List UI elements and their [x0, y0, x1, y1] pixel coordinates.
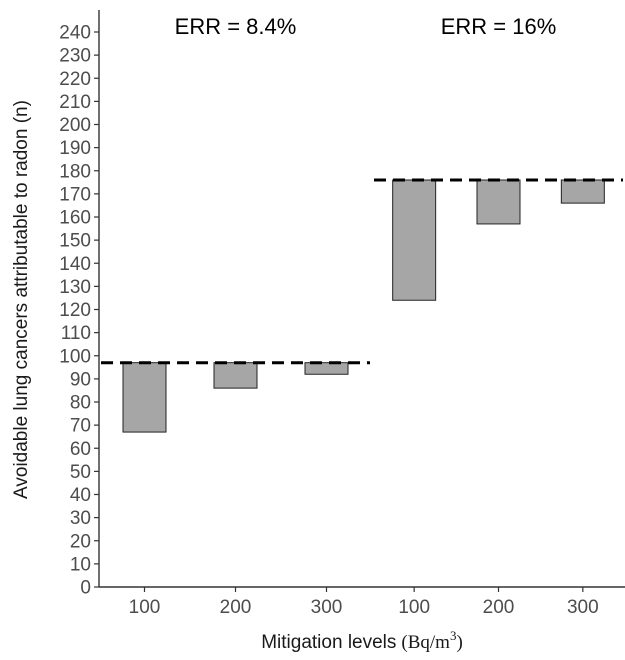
y-tick-label: 170 [59, 184, 91, 205]
bar-200 [476, 179, 521, 225]
facet-title: ERR = 8.4% [175, 14, 297, 39]
facets: ERR = 8.4% 100 200 300 ERR = 16% 100 200 300 [99, 14, 625, 618]
y-axis-label: Avoidable lung cancers attributable to r… [11, 100, 32, 499]
x-tick-label: 200 [483, 597, 515, 618]
x-tick-label: 100 [129, 597, 161, 618]
y-tick-label: 90 [70, 369, 91, 390]
y-tick-label: 140 [59, 254, 91, 275]
y-tick-label: 210 [59, 92, 91, 113]
x-tick-label: 200 [220, 597, 252, 618]
y-tick-label: 70 [70, 416, 91, 437]
y-tick-label: 60 [70, 439, 91, 460]
y-tick-label: 150 [59, 231, 91, 252]
x-tick-label: 100 [398, 597, 430, 618]
y-tick-label: 190 [59, 138, 91, 159]
facet-2: ERR = 16% 100 200 300 [372, 14, 625, 618]
y-tick-label: 240 [59, 23, 91, 44]
unit-close-paren: ) [456, 632, 462, 653]
x-tick-label: 300 [567, 597, 599, 618]
y-tick-label: 180 [59, 161, 91, 182]
y-tick-label: 80 [70, 393, 91, 414]
y-tick-label: 10 [70, 554, 91, 575]
y-tick-label: 50 [70, 462, 91, 483]
bar-300 [304, 362, 349, 375]
y-tick-label: 30 [70, 508, 91, 529]
bar-100 [122, 362, 167, 433]
x-tick-label: 300 [311, 597, 343, 618]
x-axis-label: Mitigation levels (Bq/m3) [261, 628, 463, 653]
unit-open-paren: ( [401, 632, 407, 653]
y-tick-label: 40 [70, 485, 91, 506]
bar-100 [392, 179, 437, 301]
y-tick-label: 160 [59, 208, 91, 229]
y-tick-label: 120 [59, 300, 91, 321]
unit-exponent: 3 [450, 628, 457, 643]
bar-300 [560, 179, 605, 204]
bar-200 [213, 362, 258, 389]
y-tick-label: 200 [59, 115, 91, 136]
y-tick-label: 110 [61, 323, 91, 344]
y-tick-label: 230 [59, 46, 91, 67]
y-tick-label: 20 [70, 531, 91, 552]
y-tick-label: 100 [59, 346, 91, 367]
facet-title: ERR = 16% [441, 14, 557, 39]
y-tick-label: 220 [59, 69, 91, 90]
unit-base: Bq/m [408, 632, 450, 653]
x-axis-label-text: Mitigation levels [261, 632, 396, 653]
y-tick-label: 130 [59, 277, 91, 298]
facet-1: ERR = 8.4% 100 200 300 [99, 14, 372, 618]
y-tick-label: 0 [80, 578, 91, 599]
